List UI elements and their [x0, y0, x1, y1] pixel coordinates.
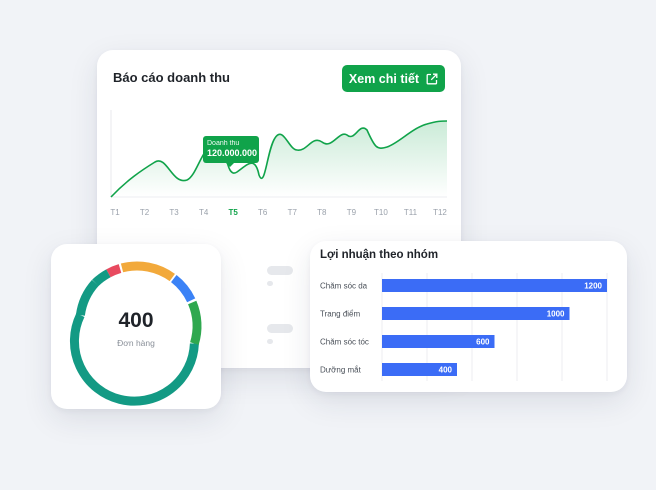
- x-tick-label-t7: T7: [288, 208, 298, 217]
- x-tick-label-t5: T5: [229, 208, 239, 217]
- x-tick-label-t4: T4: [199, 208, 209, 217]
- orders-donut-chart: [69, 261, 202, 406]
- category-label: Dưỡng mắt: [320, 366, 362, 375]
- bar-value-label: 400: [439, 366, 453, 375]
- donut-segment-orange: [120, 261, 175, 282]
- x-tick-label-t3: T3: [169, 208, 179, 217]
- bar-value-label: 1200: [584, 282, 602, 291]
- category-label: Trang điểm: [320, 310, 361, 319]
- tooltip-value: 120.000.000: [207, 148, 258, 158]
- revenue-line-chart: T1 T2 T3 T4 T5 T6 T7 T8 T9 T10 T11 T12: [110, 110, 448, 217]
- category-label: Chăm sóc tóc: [320, 338, 369, 347]
- profit-title: Lợi nhuận theo nhóm: [320, 249, 439, 261]
- placeholder-bar: [267, 339, 273, 344]
- tooltip-pointer: [226, 163, 234, 167]
- x-tick-labels: T1 T2 T3 T4 T5 T6 T7 T8 T9 T10 T11 T12: [110, 208, 447, 217]
- view-details-label: Xem chi tiết: [348, 71, 420, 86]
- placeholder-bar: [267, 324, 293, 333]
- bar-group: Chăm sóc da 1200 Trang điểm 1000 Chăm sóc tó…: [320, 279, 607, 376]
- donut-segment-teal-top: [75, 279, 99, 316]
- revenue-title: Báo cáo doanh thu: [113, 70, 230, 85]
- tooltip-label: Doanh thu: [207, 140, 240, 147]
- profit-bar: [382, 335, 495, 348]
- revenue-area: [111, 121, 447, 197]
- x-tick-label-t6: T6: [258, 208, 268, 217]
- donut-segment-teal: [69, 313, 199, 406]
- profit-bar: [382, 279, 607, 292]
- revenue-line: [110, 120, 448, 198]
- placeholder-bar: [267, 266, 293, 275]
- orders-count: 400: [118, 309, 154, 332]
- x-tick-label-t12: T12: [433, 208, 447, 217]
- donut-segment-green: [187, 300, 202, 345]
- bar-value-label: 600: [476, 338, 490, 347]
- x-tick-label-t9: T9: [347, 208, 357, 217]
- donut-segment-red: [106, 264, 122, 278]
- external-link-icon: [426, 73, 438, 85]
- view-details-button[interactable]: Xem chi tiết: [342, 65, 445, 92]
- x-tick-label-t2: T2: [140, 208, 150, 217]
- profit-by-group-card: Lợi nhuận theo nhóm Chăm sóc da 1200 Trang…: [310, 241, 627, 392]
- donut-segment-blue: [170, 275, 196, 303]
- donut-segment-teal-small: [92, 269, 111, 287]
- bar-value-label: 1000: [547, 310, 565, 319]
- profit-bar: [382, 363, 457, 376]
- x-tick-label-t10: T10: [374, 208, 388, 217]
- category-label: Chăm sóc da: [320, 282, 368, 291]
- x-tick-label-t11: T11: [404, 208, 418, 217]
- profit-bar: [382, 307, 570, 320]
- revenue-tooltip: Doanh thu 120.000.000: [203, 136, 259, 163]
- placeholder-bar: [267, 281, 273, 286]
- x-tick-label-t1: T1: [110, 208, 120, 217]
- x-tick-label-t8: T8: [317, 208, 327, 217]
- profit-bar-chart: Chăm sóc da 1200 Trang điểm 1000 Chăm sóc tó…: [320, 273, 608, 381]
- orders-card: 400 Đơn hàng: [51, 244, 221, 409]
- orders-label: Đơn hàng: [117, 338, 155, 348]
